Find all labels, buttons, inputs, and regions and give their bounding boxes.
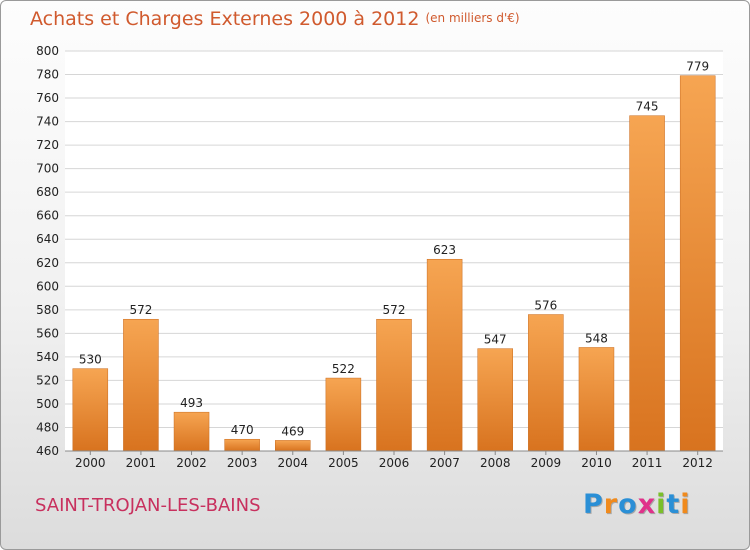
x-tick-label: 2008 [480,456,511,470]
x-tick-label: 2012 [682,456,713,470]
bar [578,347,615,452]
y-tick-label: 520 [36,373,59,387]
value-label: 493 [180,396,203,410]
bar [224,438,260,452]
value-label: 576 [534,299,557,313]
value-label: 530 [79,353,102,367]
logo-letter: i [680,489,691,520]
value-label: 623 [433,243,456,257]
logo-letter: i [656,489,667,520]
y-tick-label: 480 [36,420,59,434]
proxiti-logo: Proxiti [583,489,691,520]
y-tick-label: 600 [36,279,59,293]
x-tick-label: 2010 [581,456,612,470]
y-tick-label: 680 [36,185,59,199]
x-tick-label: 2005 [328,456,359,470]
y-tick-label: 780 [36,68,59,82]
chart-unit-note: (en milliers d'€) [425,11,520,25]
bar [275,440,311,452]
logo-letter: x [637,489,657,520]
y-tick-label: 500 [36,397,59,411]
value-label: 470 [231,423,254,437]
value-label: 572 [383,303,406,317]
chart-title: Achats et Charges Externes 2000 à 2012 (e… [30,8,520,30]
y-tick-label: 740 [36,115,59,129]
y-tick-label: 640 [36,232,59,246]
value-label: 779 [686,60,709,74]
city-name: SAINT-TROJAN-LES-BAINS [35,495,261,516]
y-tick-label: 700 [36,162,59,176]
y-tick-label: 720 [36,138,59,152]
x-tick-label: 2000 [75,456,106,470]
x-tick-label: 2001 [126,456,157,470]
x-tick-label: 2003 [227,456,258,470]
y-tick-label: 660 [36,209,59,223]
chart-title-text: Achats et Charges Externes 2000 à 2012 [30,8,420,30]
bar [477,348,513,452]
y-tick-label: 800 [36,44,59,58]
x-tick-label: 2007 [429,456,460,470]
x-tick-label: 2009 [531,456,562,470]
y-tick-label: 580 [36,303,59,317]
value-label: 469 [281,424,304,438]
x-tick-label: 2004 [277,456,308,470]
y-tick-label: 620 [36,256,59,270]
bar [123,318,159,452]
x-tick-label: 2011 [632,456,663,470]
bar [426,258,463,452]
y-tick-label: 540 [36,350,59,364]
y-tick-label: 560 [36,326,59,340]
x-tick-label: 2002 [176,456,207,470]
y-tick-label: 460 [36,444,59,458]
value-label: 522 [332,362,355,376]
logo-letter: r [603,489,619,520]
logo-letter: P [583,489,604,520]
y-axis-ticks: 460 480 500 520 540 560 580 600 620 640 660 680 700 7… [36,44,59,458]
value-label: 572 [129,303,152,317]
bar [629,115,665,452]
y-tick-label: 760 [36,91,59,105]
value-labels: 530 572 493 470 469 522 572 623 547 576 548 745 779 [79,60,709,439]
bar [528,314,564,452]
bars [72,75,716,452]
bar [376,318,412,452]
bar [325,377,362,452]
value-label: 547 [484,333,507,347]
x-tick-label: 2006 [379,456,410,470]
bar [679,75,716,452]
bar [72,368,109,452]
value-label: 548 [585,331,608,345]
x-axis-ticks: 2000 2001 2002 2003 2004 2005 2006 2007 2008 2009… [75,451,713,470]
logo-letter: t [666,489,681,520]
value-label: 745 [636,100,659,114]
logo-letter: o [618,489,638,520]
bar [173,411,210,452]
